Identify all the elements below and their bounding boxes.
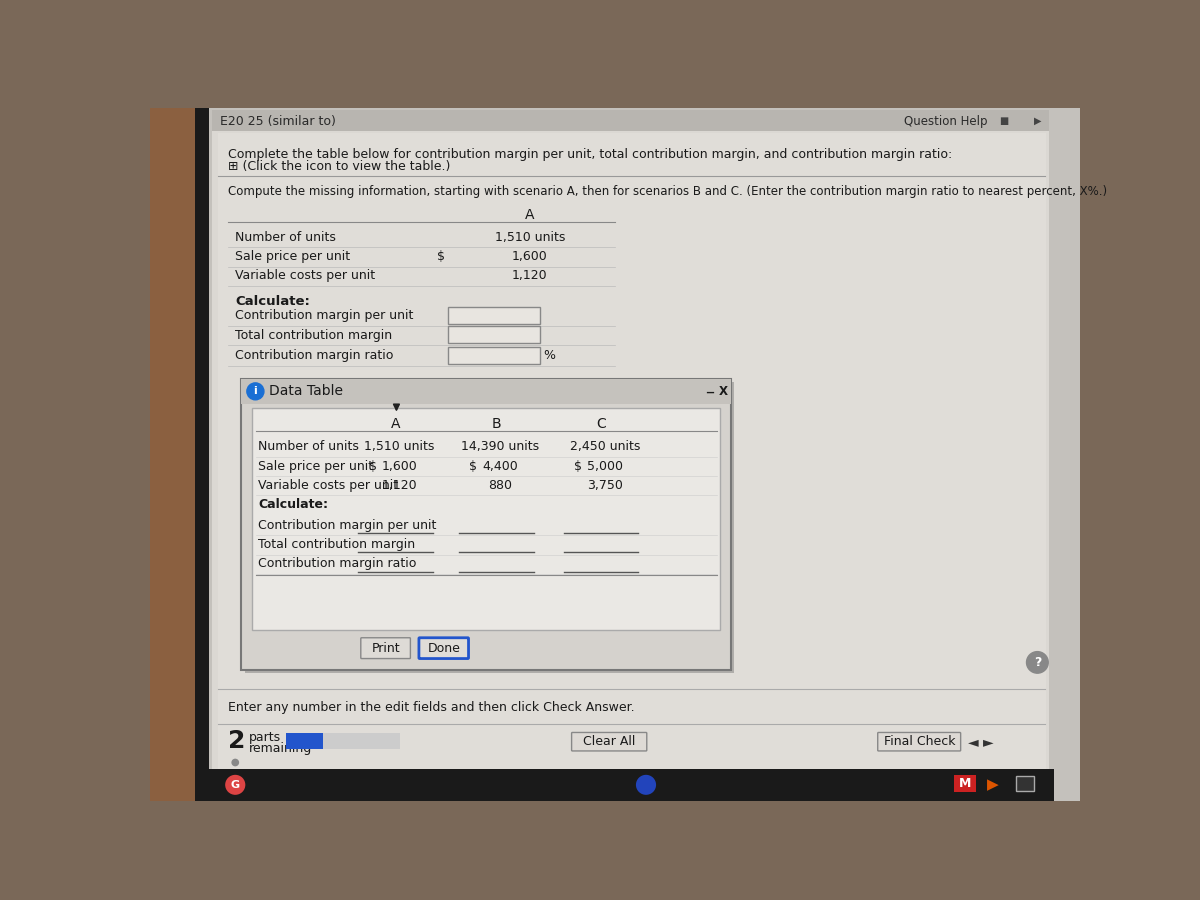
Text: Contribution margin ratio: Contribution margin ratio — [235, 349, 394, 363]
Text: 1,510 units: 1,510 units — [365, 440, 434, 454]
Text: 2: 2 — [228, 729, 245, 753]
Bar — [194, 108, 209, 801]
Text: 4,400: 4,400 — [482, 460, 518, 473]
Text: $: $ — [368, 460, 377, 473]
Bar — [252, 409, 720, 630]
Text: ▶: ▶ — [988, 778, 1000, 792]
Text: Complete the table below for contribution margin per unit, total contribution ma: Complete the table below for contributio… — [228, 148, 952, 161]
Bar — [1016, 776, 1033, 791]
Text: Sale price per unit: Sale price per unit — [235, 250, 350, 263]
Text: E20 25 (similar to): E20 25 (similar to) — [220, 114, 336, 128]
Text: Compute the missing information, starting with scenario A, then for scenarios B : Compute the missing information, startin… — [228, 185, 1106, 198]
Circle shape — [247, 382, 264, 400]
Bar — [449, 326, 540, 343]
Text: parts: parts — [250, 731, 281, 743]
Text: 14,390 units: 14,390 units — [461, 440, 539, 454]
Text: X: X — [719, 385, 728, 398]
Text: ▶: ▶ — [1033, 116, 1042, 126]
FancyBboxPatch shape — [361, 638, 410, 659]
Text: Calculate:: Calculate: — [235, 295, 310, 308]
Text: 1,120: 1,120 — [382, 479, 418, 491]
Bar — [241, 379, 731, 670]
Text: %: % — [542, 349, 554, 363]
Text: ◄: ◄ — [967, 734, 978, 749]
Text: ⊞ (Click the icon to view the table.): ⊞ (Click the icon to view the table.) — [228, 160, 450, 174]
Text: Done: Done — [427, 642, 460, 655]
Polygon shape — [150, 108, 208, 801]
Circle shape — [1026, 652, 1049, 673]
Bar — [245, 382, 734, 673]
Text: $: $ — [574, 460, 582, 473]
Text: C: C — [596, 417, 606, 431]
Text: –: – — [706, 382, 714, 400]
Text: 5,000: 5,000 — [587, 460, 623, 473]
Text: 1,600: 1,600 — [512, 250, 547, 263]
Text: $: $ — [469, 460, 478, 473]
Text: Contribution margin ratio: Contribution margin ratio — [258, 557, 416, 571]
Text: Print: Print — [371, 642, 400, 655]
Text: i: i — [253, 386, 257, 396]
Bar — [449, 307, 540, 324]
Bar — [212, 110, 1049, 131]
Bar — [286, 734, 323, 749]
Bar — [954, 775, 976, 792]
Text: G: G — [230, 779, 240, 790]
Text: Contribution margin per unit: Contribution margin per unit — [235, 310, 414, 322]
FancyBboxPatch shape — [571, 733, 647, 751]
Text: ■: ■ — [998, 116, 1008, 126]
Text: Variable costs per unit: Variable costs per unit — [258, 479, 398, 491]
Text: Number of units: Number of units — [258, 440, 359, 454]
Text: Calculate:: Calculate: — [258, 498, 329, 511]
Text: Variable costs per unit: Variable costs per unit — [235, 269, 376, 283]
Bar — [241, 379, 731, 404]
Circle shape — [226, 775, 245, 795]
Text: 3,750: 3,750 — [587, 479, 623, 491]
Bar — [286, 734, 401, 749]
Circle shape — [636, 775, 656, 795]
Text: Enter any number in the edit fields and then click Check Answer.: Enter any number in the edit fields and … — [228, 701, 634, 714]
Text: Sale price per unit: Sale price per unit — [258, 460, 373, 473]
Text: M: M — [959, 777, 972, 790]
Text: Number of units: Number of units — [235, 231, 336, 244]
Circle shape — [232, 759, 239, 767]
FancyBboxPatch shape — [419, 638, 468, 659]
Text: Contribution margin per unit: Contribution margin per unit — [258, 518, 437, 532]
Text: Clear All: Clear All — [583, 735, 636, 748]
Text: A: A — [526, 208, 534, 222]
Text: remaining: remaining — [250, 742, 312, 755]
Text: 1,120: 1,120 — [512, 269, 547, 283]
Text: ?: ? — [1033, 656, 1042, 669]
Text: 1,600: 1,600 — [382, 460, 418, 473]
Bar — [449, 346, 540, 364]
FancyBboxPatch shape — [877, 733, 961, 751]
Text: Total contribution margin: Total contribution margin — [258, 538, 415, 551]
Text: 1,510 units: 1,510 units — [494, 231, 565, 244]
Text: Final Check: Final Check — [884, 735, 955, 748]
Text: B: B — [492, 417, 502, 431]
Bar — [209, 769, 1054, 801]
Text: ►: ► — [983, 734, 994, 749]
Text: A: A — [391, 417, 401, 431]
Text: $: $ — [437, 250, 445, 263]
Text: Total contribution margin: Total contribution margin — [235, 328, 392, 342]
Text: Question Help: Question Help — [904, 114, 986, 128]
Bar — [218, 132, 1046, 773]
Text: 2,450 units: 2,450 units — [570, 440, 640, 454]
Text: 880: 880 — [488, 479, 512, 491]
Text: Data Table: Data Table — [269, 384, 343, 399]
